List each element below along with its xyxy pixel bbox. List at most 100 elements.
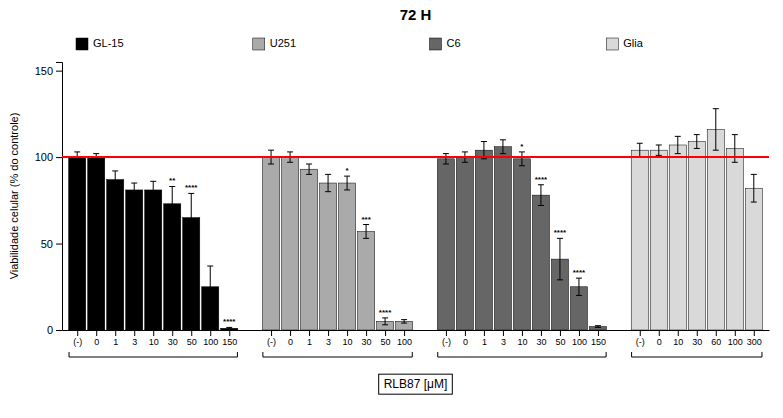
x-tick: 50 xyxy=(381,330,391,347)
x-tick-mark xyxy=(404,330,405,336)
bar xyxy=(320,183,337,330)
legend-swatch xyxy=(606,38,618,50)
y-tick-label: 0 xyxy=(47,324,53,336)
x-tick: 50 xyxy=(555,330,565,347)
group-brackets xyxy=(69,352,762,357)
significance-label: *** xyxy=(361,215,371,224)
x-tick-label: 50 xyxy=(381,337,391,347)
x-tick-mark xyxy=(446,330,447,336)
legend-label: GL-15 xyxy=(93,37,124,49)
bar xyxy=(282,157,299,330)
x-axis-line xyxy=(63,330,770,331)
error-bar xyxy=(675,136,681,153)
error-bar xyxy=(732,135,738,163)
y-axis-line xyxy=(56,63,63,331)
x-tick: 10 xyxy=(149,330,159,347)
error-bar xyxy=(443,154,449,164)
error-bar xyxy=(694,135,700,149)
x-tick-mark xyxy=(134,330,135,336)
x-tick-mark xyxy=(366,330,367,336)
error-bar xyxy=(169,186,175,221)
significance-label: * xyxy=(346,166,350,175)
error-bar xyxy=(538,185,544,206)
error-bar xyxy=(207,266,213,307)
x-tick: 0 xyxy=(657,330,662,347)
y-tick-mark xyxy=(56,157,62,158)
x-tick-label: (-) xyxy=(636,337,645,347)
x-tick: 1 xyxy=(307,330,312,347)
x-tick-label: 50 xyxy=(555,337,565,347)
error-bar xyxy=(325,174,331,191)
x-tick-label: 1 xyxy=(113,337,118,347)
x-tick-label: 10 xyxy=(149,337,159,347)
y-tick-mark xyxy=(56,244,62,245)
x-tick-label: 300 xyxy=(747,337,762,347)
legend-swatch xyxy=(430,38,442,50)
significance-label: ** xyxy=(169,176,176,185)
x-tick-mark xyxy=(172,330,173,336)
x-tick: 0 xyxy=(94,330,99,347)
error-bar xyxy=(637,143,643,157)
bar xyxy=(145,190,162,330)
bar xyxy=(650,150,667,330)
x-tick-mark xyxy=(522,330,523,336)
x-tick-mark xyxy=(309,330,310,336)
x-tick: 3 xyxy=(326,330,331,347)
x-tick-label: 0 xyxy=(657,337,662,347)
bar xyxy=(589,327,606,330)
x-tick-mark xyxy=(115,330,116,336)
significance-label: * xyxy=(520,142,524,151)
error-bar xyxy=(751,174,757,202)
legend-item: GL-15 xyxy=(76,37,124,50)
significance-label: **** xyxy=(573,268,586,277)
reference-line xyxy=(62,156,769,158)
x-tick-mark xyxy=(659,330,660,336)
x-tick: 0 xyxy=(288,330,293,347)
x-tick: 100 xyxy=(203,330,218,347)
x-tick: 300 xyxy=(747,330,762,347)
bar xyxy=(339,183,356,330)
y-tick-mark xyxy=(56,330,62,331)
bar xyxy=(726,148,743,330)
error-bar xyxy=(150,181,156,198)
bar xyxy=(745,188,762,330)
bar xyxy=(263,157,280,330)
x-tick-label: 100 xyxy=(728,337,743,347)
x-tick: 3 xyxy=(132,330,137,347)
x-tick: 1 xyxy=(113,330,118,347)
bar xyxy=(475,150,492,330)
y-axis: 050100150 xyxy=(35,63,63,337)
legend-item: Glia xyxy=(606,37,643,50)
x-tick: 100 xyxy=(572,330,587,347)
x-tick-label: 100 xyxy=(203,337,218,347)
bar xyxy=(707,129,724,330)
error-bar xyxy=(713,109,719,150)
x-tick: 10 xyxy=(343,330,353,347)
x-tick: 1 xyxy=(482,330,487,347)
y-tick: 100 xyxy=(35,151,62,163)
x-tick-label: 1 xyxy=(307,337,312,347)
x-tick: 150 xyxy=(591,330,606,347)
significance-label: **** xyxy=(185,183,198,192)
significance-label: **** xyxy=(223,317,236,326)
x-tick-mark xyxy=(503,330,504,336)
x-axis: (-)013103050100150(-)013103050100(-)0131… xyxy=(63,330,770,347)
error-bar xyxy=(576,278,582,295)
marks xyxy=(62,109,769,330)
x-tick-mark xyxy=(229,330,230,336)
x-tick-label: 3 xyxy=(132,337,137,347)
x-tick-label: 30 xyxy=(692,337,702,347)
error-bar xyxy=(401,320,407,323)
group-bracket xyxy=(263,352,412,357)
bar xyxy=(513,159,530,330)
x-tick-mark xyxy=(465,330,466,336)
error-bar xyxy=(306,164,312,174)
x-tick-mark xyxy=(271,330,272,336)
bar xyxy=(164,204,181,330)
legend-label: C6 xyxy=(447,37,461,49)
y-tick: 0 xyxy=(47,324,62,336)
x-tick-label: 3 xyxy=(326,337,331,347)
plot: 050100150(-)013103050100150(-)0131030501… xyxy=(8,63,770,395)
bar xyxy=(688,142,705,330)
x-tick-label: 30 xyxy=(168,337,178,347)
